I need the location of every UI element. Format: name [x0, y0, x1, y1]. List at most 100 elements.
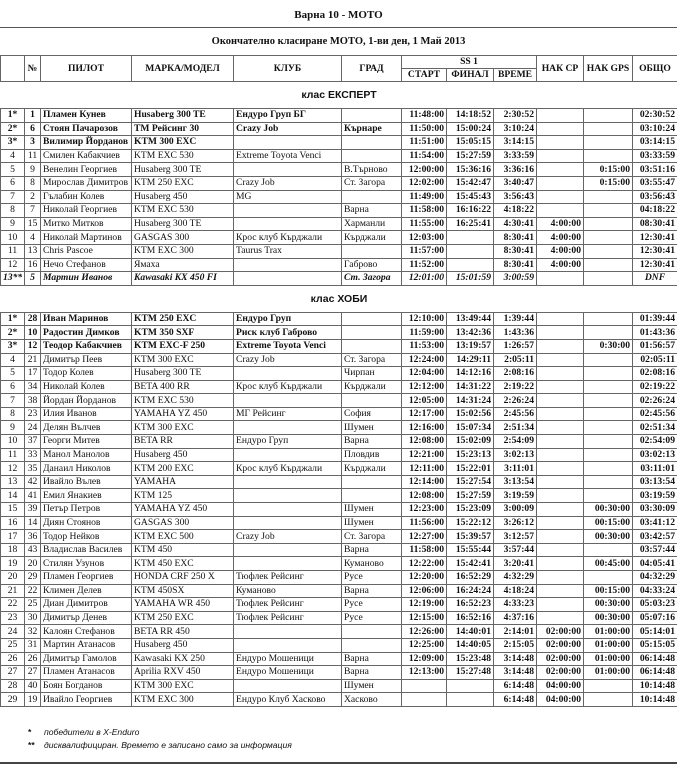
- cell-model: Kawasaki KX 250: [131, 651, 234, 667]
- cell-num: 33: [24, 447, 41, 463]
- cell-city: Русе: [341, 610, 402, 626]
- cell-club: [233, 366, 342, 381]
- cell-finish: 14:18:52: [446, 108, 494, 123]
- bottom-divider: [0, 762, 677, 764]
- cell-nak-gps: [583, 189, 633, 205]
- table-row: 9 15 Митко Митков Husaberg 300 TE Харманли 11…: [0, 216, 677, 232]
- footnote-text: дисквалифициран. Времето е записано само…: [44, 740, 292, 750]
- cell-club: [233, 637, 342, 653]
- cell-nak-gps: [583, 243, 633, 259]
- cell-model: KTM 450: [131, 542, 234, 558]
- cell-city: Кърджали: [341, 461, 402, 476]
- cell-pos: 29: [0, 692, 25, 707]
- footnote: ** дисквалифициран. Времето е записано са…: [28, 739, 292, 752]
- table-row: 10 4 Николай Мартинов GASGAS 300 Крос клуб К…: [0, 230, 677, 245]
- cell-pos: 15: [0, 502, 25, 517]
- cell-num: 5: [24, 271, 41, 286]
- cell-club: Риск клуб Габрово: [233, 325, 342, 340]
- cell-city: [341, 474, 402, 490]
- cell-num: 1: [24, 108, 41, 123]
- cell-total: 02:54:09: [632, 434, 677, 449]
- cell-total: 03:14:15: [632, 135, 677, 150]
- cell-nak-cp: [536, 597, 584, 612]
- cell-nak-cp: 4:00:00: [536, 257, 584, 273]
- cell-num: 28: [24, 311, 41, 327]
- cell-pos: 2*: [0, 121, 25, 137]
- cell-finish: 15:27:59: [446, 148, 494, 164]
- cell-time: 3:56:43: [493, 189, 537, 205]
- cell-nak-cp: [536, 271, 584, 286]
- cell-total: 01:43:36: [632, 325, 677, 340]
- cell-nak-cp: [536, 502, 584, 517]
- cell-finish: 15:00:24: [446, 121, 494, 137]
- cell-club: [233, 447, 342, 463]
- cell-time: 4:37:16: [493, 610, 537, 626]
- cell-model: KTM 300 EXC: [131, 678, 234, 694]
- cell-start: 12:22:00: [401, 556, 447, 571]
- cell-club: [233, 420, 342, 436]
- cell-pilot: Радостин Димков: [40, 325, 132, 340]
- table-row: 9 24 Делян Вълчев KTM 300 EXC Шумен 12:16:00 1…: [0, 420, 677, 436]
- cell-num: 10: [24, 325, 41, 340]
- table-row: 2* 6 Стоян Пачарозов TM Рейсинг 30 Crazy Job…: [0, 121, 677, 137]
- cell-nak-cp: [536, 474, 584, 490]
- cell-finish: 14:40:05: [446, 637, 494, 653]
- cell-club: [233, 556, 342, 571]
- cell-city: [341, 637, 402, 653]
- cell-time: 3:26:12: [493, 515, 537, 531]
- cell-nak-gps: 00:15:00: [583, 515, 633, 531]
- cell-num: 6: [24, 121, 41, 137]
- cell-city: Кърнаре: [341, 121, 402, 137]
- cell-pilot: Пламен Георгиев: [40, 570, 132, 585]
- cell-total: 10:14:48: [632, 692, 677, 707]
- cell-start: 12:09:00: [401, 651, 447, 667]
- cell-num: 39: [24, 502, 41, 517]
- cell-club: [233, 474, 342, 490]
- cell-city: Кърджали: [341, 230, 402, 245]
- cell-nak-gps: [583, 393, 633, 408]
- cell-pos: 22: [0, 597, 25, 612]
- cell-num: 20: [24, 556, 41, 571]
- cell-time: 1:26:57: [493, 338, 537, 354]
- cell-nak-gps: [583, 121, 633, 137]
- cell-time: 2:45:56: [493, 406, 537, 422]
- cell-pilot: Калоян Стефанов: [40, 624, 132, 639]
- cell-finish: 15:45:43: [446, 189, 494, 205]
- cell-pos: 21: [0, 583, 25, 599]
- cell-pos: 6: [0, 175, 25, 191]
- table-row: 12 35 Данаил Николов KTM 200 EXC Крос клуб К…: [0, 461, 677, 476]
- cell-nak-cp: [536, 325, 584, 340]
- cell-num: 27: [24, 665, 41, 680]
- cell-nak-cp: 02:00:00: [536, 637, 584, 653]
- cell-club: МГ Рейсинг: [233, 406, 342, 422]
- table-row: 14 41 Емил Янакиев KTM 125 12:08:00 15:27:59 3…: [0, 488, 677, 504]
- cell-pilot: Венелин Георгиев: [40, 162, 132, 177]
- cell-num: 17: [24, 366, 41, 381]
- cell-city: Варна: [341, 665, 402, 680]
- cell-total: 04:32:29: [632, 570, 677, 585]
- cell-nak-gps: 01:00:00: [583, 624, 633, 639]
- cell-city: [341, 108, 402, 123]
- cell-start: 11:55:00: [401, 216, 447, 232]
- cell-time: 2:08:16: [493, 366, 537, 381]
- cell-model: KTM EXC-F 250: [131, 338, 234, 354]
- cell-club: [233, 502, 342, 517]
- cell-total: 03:57:44: [632, 542, 677, 558]
- cell-num: 37: [24, 434, 41, 449]
- cell-club: Crazy Job: [233, 529, 342, 544]
- cell-pos: 5: [0, 366, 25, 381]
- cell-nak-gps: 0:30:00: [583, 338, 633, 354]
- cell-club: Ендуро Груп: [233, 434, 342, 449]
- cell-total: 03:30:09: [632, 502, 677, 517]
- table-row: 25 31 Мартин Атанасов Husaberg 450 12:25:00 1…: [0, 637, 677, 653]
- cell-club: Ендуро Клуб Хасково: [233, 692, 342, 707]
- cell-total: 02:19:22: [632, 379, 677, 395]
- cell-time: 3:57:44: [493, 542, 537, 558]
- cell-pos: 25: [0, 637, 25, 653]
- cell-model: HONDA CRF 250 X: [131, 570, 234, 585]
- cell-pilot: Диан Димитров: [40, 597, 132, 612]
- cell-start: 12:01:00: [401, 271, 447, 286]
- cell-time: 2:30:52: [493, 108, 537, 123]
- cell-nak-cp: 02:00:00: [536, 665, 584, 680]
- cell-city: Варна: [341, 651, 402, 667]
